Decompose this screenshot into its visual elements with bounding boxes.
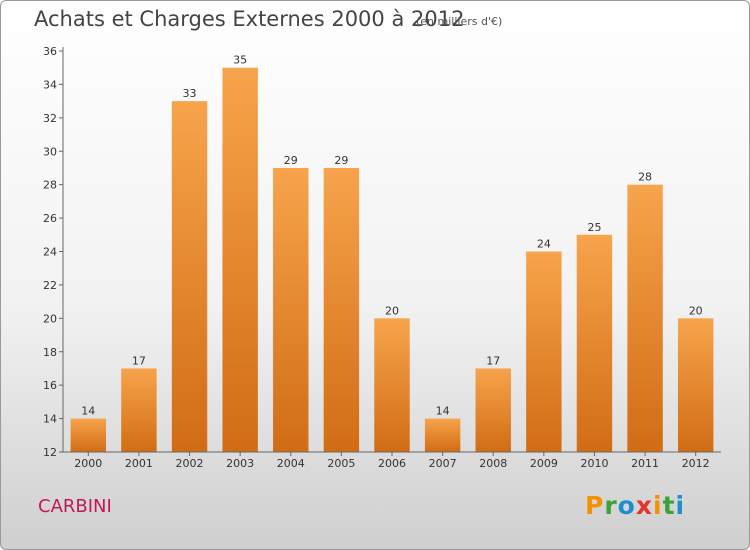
bar-value-label: 24 — [537, 238, 551, 251]
x-tick-label: 2007 — [429, 457, 457, 470]
logo-letter: t — [662, 491, 676, 520]
bar-2005 — [323, 167, 360, 453]
x-tick-label: 2004 — [277, 457, 305, 470]
y-tick-label: 16 — [43, 379, 57, 392]
x-tick-label: 2006 — [378, 457, 406, 470]
x-tick-label: 2002 — [176, 457, 204, 470]
chart-title: Achats et Charges Externes 2000 à 2012 — [34, 7, 465, 31]
bar-value-label: 20 — [385, 304, 399, 317]
x-tick-label: 2009 — [530, 457, 558, 470]
commune-name: CARBINI — [38, 496, 112, 517]
x-tick-label: 2000 — [74, 457, 102, 470]
bar-2012 — [677, 318, 714, 452]
logo-letter: i — [675, 491, 686, 520]
y-tick-label: 36 — [43, 45, 57, 58]
logo-letter: x — [635, 491, 653, 520]
bar-value-label: 33 — [183, 87, 197, 100]
x-axis: 2000 2001 2002 2003 2004 2005 2006 2007 2008 2009… — [63, 451, 721, 470]
logo-letter: o — [617, 491, 636, 520]
bar-value-label: 14 — [81, 405, 95, 418]
y-tick-label: 22 — [43, 279, 57, 292]
bars: 14 17 33 35 29 29 20 14 17 24 25 28 20 — [70, 54, 714, 453]
bar-value-label: 17 — [132, 354, 146, 367]
x-tick-label: 2003 — [226, 457, 254, 470]
x-tick-label: 2005 — [327, 457, 355, 470]
y-tick-label: 14 — [43, 413, 57, 426]
bar-2001 — [121, 368, 157, 452]
chart-subtitle: (en milliers d'€) — [416, 15, 503, 28]
y-tick-label: 24 — [43, 246, 57, 259]
bar-2011 — [627, 184, 663, 452]
bar-value-label: 14 — [436, 405, 450, 418]
x-tick-label: 2012 — [682, 457, 710, 470]
bar-value-label: 17 — [486, 354, 500, 367]
y-tick-label: 26 — [43, 212, 57, 225]
y-tick-label: 32 — [43, 112, 57, 125]
bar-2008 — [475, 368, 511, 452]
bar-2007 — [424, 418, 461, 452]
logo-letter: i — [653, 491, 663, 520]
y-tick-label: 18 — [43, 346, 57, 359]
bar-2004 — [273, 167, 309, 453]
bar-value-label: 28 — [638, 171, 652, 184]
bar-value-label: 29 — [334, 154, 348, 167]
y-tick-label: 20 — [43, 312, 57, 325]
logo-letter: P — [585, 491, 605, 520]
x-tick-label: 2008 — [479, 457, 507, 470]
bar-value-label: 35 — [233, 54, 247, 67]
bar-2009 — [526, 251, 562, 452]
bar-value-label: 25 — [587, 221, 601, 234]
bar-value-label: 20 — [689, 304, 703, 317]
bar-2006 — [374, 318, 410, 452]
x-tick-label: 2011 — [631, 457, 659, 470]
logo-letter: r — [604, 491, 618, 520]
x-tick-label: 2010 — [580, 457, 608, 470]
y-tick-label: 12 — [43, 446, 57, 459]
x-tick-label: 2001 — [125, 457, 153, 470]
y-tick-label: 28 — [43, 179, 57, 192]
y-tick-label: 34 — [43, 78, 57, 91]
bar-2003 — [222, 67, 258, 452]
y-axis: 12 14 16 18 20 22 24 26 28 30 32 34 36 — [43, 45, 64, 459]
bar-2000 — [70, 418, 107, 452]
bar-value-label: 29 — [284, 154, 298, 167]
bar-2002 — [171, 101, 208, 452]
y-tick-label: 30 — [43, 145, 57, 158]
bar-2010 — [576, 234, 613, 452]
proxiti-logo[interactable]: Proxiti — [585, 491, 685, 520]
